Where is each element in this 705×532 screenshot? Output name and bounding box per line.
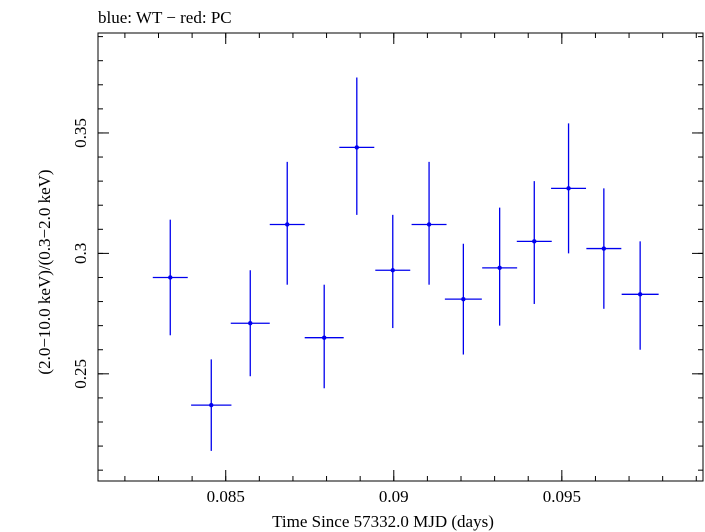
minor-ticks: [98, 33, 703, 481]
y-tick-label: 0.35: [71, 118, 90, 148]
data-point: [168, 275, 173, 280]
data-point: [461, 296, 466, 302]
plot-frame: [97, 32, 704, 482]
data-point: [566, 186, 571, 191]
data-point: [637, 292, 643, 297]
series-wt: [152, 77, 659, 451]
y-tick-label: 0.25: [71, 359, 90, 389]
data-point: [285, 222, 290, 227]
x-tick-label: 0.095: [543, 487, 581, 506]
data-point: [322, 335, 327, 340]
data-point: [532, 239, 537, 244]
data-point: [209, 402, 214, 408]
data-point: [354, 145, 360, 150]
y-axis-label: (2.0−10.0 keV)/(0.3−2.0 keV): [35, 169, 54, 374]
x-tick-label: 0.085: [207, 487, 245, 506]
x-axis-label: Time Since 57332.0 MJD (days): [272, 512, 494, 531]
y-tick-label: 0.3: [71, 243, 90, 264]
x-tick-labels: 0.085 0.09 0.095: [207, 487, 581, 506]
chart-title: blue: WT − red: PC: [98, 8, 232, 27]
data-point: [390, 268, 395, 273]
data-point: [497, 265, 502, 271]
data-point: [426, 222, 432, 227]
major-ticks: [98, 33, 703, 481]
x-tick-label: 0.09: [379, 487, 409, 506]
y-tick-labels: 0.25 0.3 0.35: [71, 118, 90, 389]
data-point: [248, 321, 253, 326]
series-layer: [152, 77, 659, 451]
data-point: [601, 246, 607, 251]
